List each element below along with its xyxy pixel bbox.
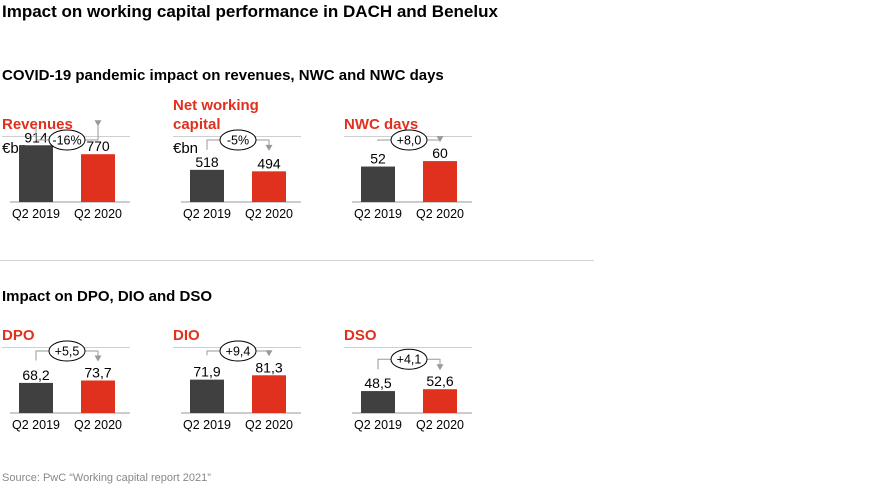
category-label: Q2 2019 (12, 207, 60, 221)
panel-rule (344, 347, 472, 348)
unit-label: €bn (173, 140, 199, 157)
chart-panel-nwc-days: NWC days 52 Q2 2019 60 Q2 2020 +8,0 (344, 92, 474, 222)
chart-title: NWC days (344, 116, 419, 133)
change-label: -16% (52, 134, 81, 148)
value-label: 73,7 (84, 364, 111, 380)
chart-title: DPO (2, 327, 35, 344)
chart-panel-dso: DSO 48,5 Q2 2019 52,6 Q2 2020 +4,1 (344, 303, 474, 433)
value-label: 52 (370, 151, 386, 167)
change-arrow (94, 355, 102, 362)
bar-chart-net-working-capital: 518 Q2 2019 494 Q2 2020 -5% (181, 129, 301, 221)
change-ellipse (390, 129, 428, 151)
change-arrow (94, 120, 102, 127)
section-title-covid: COVID-19 pandemic impact on revenues, NW… (2, 67, 444, 84)
value-label: 770 (86, 138, 110, 154)
value-label: 71,9 (193, 364, 220, 380)
chart-panel-revenues: Revenues €bn 914 Q2 2019 770 Q2 2020 -16% (2, 92, 132, 222)
category-label: Q2 2020 (245, 418, 293, 432)
change-label: +4,1 (397, 353, 422, 367)
category-label: Q2 2019 (354, 418, 402, 432)
change-arrow (265, 350, 273, 357)
value-label: 494 (257, 155, 281, 171)
change-ellipse (219, 340, 257, 362)
bar-chart-dso: 48,5 Q2 2019 52,6 Q2 2020 +4,1 (352, 348, 472, 432)
value-label: 68,2 (22, 367, 49, 383)
change-ellipse (48, 129, 86, 151)
chart-title: DSO (344, 327, 377, 344)
category-label: Q2 2020 (74, 418, 122, 432)
change-ellipse (390, 348, 428, 370)
source-note: Source: PwC “Working capital report 2021… (2, 472, 211, 484)
change-label: +9,4 (226, 345, 251, 359)
bar-chart-dio: 71,9 Q2 2019 81,3 Q2 2020 +9,4 (181, 340, 301, 432)
change-label: +5,5 (55, 345, 80, 359)
bar-q2-2020 (252, 375, 286, 413)
bar-q2-2019 (361, 166, 395, 202)
chart-title: DIO (173, 327, 200, 344)
bar-q2-2020 (252, 171, 286, 202)
bar-q2-2019 (19, 382, 53, 413)
chart-panel-net-working-capital: Net working capital €bn 518 Q2 2019 494 Q2 … (173, 92, 303, 222)
value-label: 52,6 (426, 373, 453, 389)
bar-q2-2019 (190, 379, 224, 413)
change-label: -5% (227, 134, 249, 148)
chart-title: Net working capital (173, 97, 259, 133)
change-arrow (436, 364, 444, 371)
category-label: Q2 2020 (74, 207, 122, 221)
category-label: Q2 2020 (416, 207, 464, 221)
category-label: Q2 2019 (354, 207, 402, 221)
chart-panel-dpo: DPO 68,2 Q2 2019 73,7 Q2 2020 +5,5 (2, 303, 132, 433)
bar-q2-2019 (19, 145, 53, 202)
bar-q2-2020 (423, 389, 457, 413)
bar-chart-dpo: 68,2 Q2 2019 73,7 Q2 2020 +5,5 (10, 340, 130, 432)
category-label: Q2 2019 (12, 418, 60, 432)
bar-q2-2020 (423, 161, 457, 202)
value-label: 81,3 (255, 359, 282, 375)
category-label: Q2 2019 (183, 207, 231, 221)
category-label: Q2 2019 (183, 418, 231, 432)
bar-q2-2019 (361, 391, 395, 413)
bar-q2-2019 (190, 169, 224, 202)
bar-q2-2020 (81, 380, 115, 413)
category-label: Q2 2020 (245, 207, 293, 221)
chart-title: Revenues (2, 116, 73, 133)
change-ellipse (219, 129, 257, 151)
bar-q2-2020 (81, 154, 115, 202)
value-label: 518 (195, 154, 219, 170)
page-title: Impact on working capital performance in… (2, 2, 498, 21)
value-label: 60 (432, 145, 448, 161)
change-ellipse (48, 340, 86, 362)
value-label: 48,5 (364, 375, 391, 391)
section-title-dpo-dio-dso: Impact on DPO, DIO and DSO (2, 288, 213, 305)
section-divider (0, 260, 594, 261)
change-arrow (436, 136, 444, 143)
change-arrow (265, 144, 273, 151)
bar-chart-nwc-days: 52 Q2 2019 60 Q2 2020 +8,0 (352, 129, 472, 221)
change-label: +8,0 (397, 134, 422, 148)
category-label: Q2 2020 (416, 418, 464, 432)
chart-panel-dio: DIO 71,9 Q2 2019 81,3 Q2 2020 +9,4 (173, 303, 303, 433)
